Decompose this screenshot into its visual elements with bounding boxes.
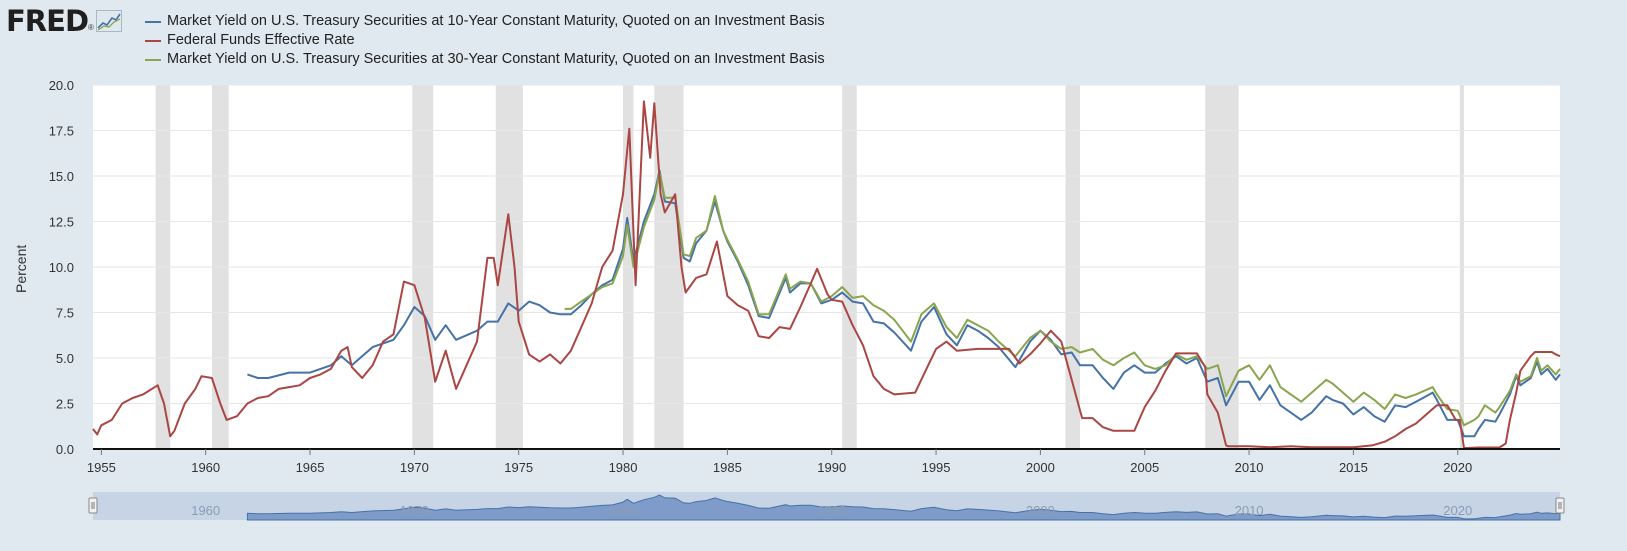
y-tick-label: 15.0 [49, 169, 74, 184]
x-tick-label: 2010 [1235, 460, 1264, 475]
navigator-tick-label: 2010 [1235, 503, 1264, 518]
x-tick-label: 2015 [1339, 460, 1368, 475]
x-tick-label: 1985 [713, 460, 742, 475]
chart-legend: Market Yield on U.S. Treasury Securities… [145, 12, 825, 69]
y-tick-label: 12.5 [49, 215, 74, 230]
legend-item-10yr[interactable]: Market Yield on U.S. Treasury Securities… [145, 12, 825, 31]
legend-item-30yr[interactable]: Market Yield on U.S. Treasury Securities… [145, 50, 825, 69]
legend-label-10yr: Market Yield on U.S. Treasury Securities… [167, 13, 825, 29]
y-tick-label: 5.0 [56, 351, 74, 366]
navigator-tick-label: 2020 [1443, 503, 1472, 518]
legend-swatch-fedfunds [145, 39, 161, 42]
x-tick-label: 2020 [1443, 460, 1472, 475]
navigator-tick-label: 1970 [400, 503, 429, 518]
navigator-tick-label: 1980 [609, 503, 638, 518]
series-line-0 [247, 169, 1561, 438]
chart-logo-icon [95, 10, 122, 32]
x-tick-label: 1975 [504, 460, 533, 475]
y-tick-label: 17.5 [49, 124, 74, 139]
series-line-1 [92, 100, 1561, 450]
legend-swatch-10yr [145, 20, 161, 23]
x-tick-label: 2000 [1026, 460, 1055, 475]
range-navigator: 1960 1970 1980 1990 2000 2010 2020 [88, 492, 1565, 521]
fred-logo[interactable]: FRED ® [6, 4, 122, 38]
handle-grip [1555, 497, 1565, 514]
series-line-2 [564, 171, 1561, 427]
y-tick-label: 7.5 [56, 306, 74, 321]
x-tick-label: 1960 [191, 460, 220, 475]
navigator-tick-label: 1960 [191, 503, 220, 518]
x-tick-label: 1980 [609, 460, 638, 475]
handle-grip [88, 497, 98, 514]
y-gridlines: 0.0 2.5 5.0 7.5 10.0 12.5 15.0 17.5 20.0 [49, 78, 1560, 457]
y-tick-label: 20.0 [49, 78, 74, 93]
registered-mark: ® [88, 23, 94, 32]
x-tick-label: 1990 [817, 460, 846, 475]
navigator-tick-label: 2000 [1026, 503, 1055, 518]
x-tick-label: 1955 [87, 460, 116, 475]
x-axis-ticks: 1955 1960 1965 1970 1975 1980 1985 1990 1995 2000… [87, 449, 1472, 475]
legend-label-fedfunds: Federal Funds Effective Rate [167, 32, 355, 48]
y-tick-label: 10.0 [49, 260, 74, 275]
x-tick-label: 1995 [922, 460, 951, 475]
legend-swatch-30yr [145, 58, 161, 61]
navigator-right-handle[interactable] [1555, 497, 1565, 514]
y-tick-label: 0.0 [56, 442, 74, 457]
navigator-tick-label: 1990 [817, 503, 846, 518]
y-tick-label: 2.5 [56, 397, 74, 412]
navigator-area [246, 494, 1561, 521]
legend-item-fedfunds[interactable]: Federal Funds Effective Rate [145, 31, 825, 50]
series-lines [92, 100, 1561, 450]
x-tick-label: 2005 [1130, 460, 1159, 475]
navigator-left-handle[interactable] [88, 497, 98, 514]
legend-label-30yr: Market Yield on U.S. Treasury Securities… [167, 51, 825, 67]
x-tick-label: 1965 [296, 460, 325, 475]
fred-logo-text: FRED [6, 4, 89, 38]
x-tick-label: 1970 [400, 460, 429, 475]
